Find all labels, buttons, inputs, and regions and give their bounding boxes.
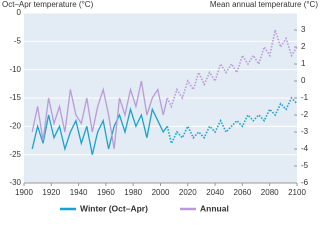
y-tick-label: -25 — [9, 150, 21, 159]
x-tick-label: 1940 — [70, 188, 88, 197]
series-line — [166, 26, 298, 109]
y2-tick-label: -1 — [301, 93, 309, 102]
x-tick-label: 1960 — [97, 188, 115, 197]
y2-tick-label: -6 — [301, 178, 309, 187]
series-line — [31, 106, 168, 155]
y2-tick-label: 2 — [301, 42, 306, 51]
series-line — [166, 96, 298, 146]
x-tick-label: 1980 — [124, 188, 142, 197]
x-tick-label: 2100 — [288, 188, 306, 197]
y2-tick-label: 3 — [301, 25, 306, 34]
y-tick-label: 0 — [17, 8, 22, 17]
chart: Oct–Apr temperature (°C) Mean annual tem… — [2, 0, 318, 213]
series-line — [31, 80, 168, 150]
x-tick-label: 2000 — [152, 188, 170, 197]
x-tick-label: 1900 — [15, 188, 33, 197]
y2-tick-label: -5 — [301, 161, 309, 170]
y-tick-label: -30 — [9, 178, 21, 187]
x-tick-label: 2060 — [234, 188, 252, 197]
y2-axis-label: Mean annual temperature (°C) — [210, 0, 318, 9]
legend-label: Winter (Oct–Apr) — [80, 203, 148, 213]
legend-label: Annual — [200, 203, 229, 213]
y2-tick-label: -3 — [301, 127, 309, 136]
y-tick-label: -10 — [9, 65, 21, 74]
x-tick-label: 2040 — [206, 188, 224, 197]
y-tick-label: -20 — [9, 121, 21, 130]
y2-tick-label: 0 — [301, 76, 306, 85]
y-tick-label: -5 — [14, 36, 22, 45]
x-tick-label: 2020 — [179, 188, 197, 197]
y2-tick-label: -2 — [301, 110, 309, 119]
y2-tick-label: -4 — [301, 144, 309, 153]
x-tick-label: 1920 — [42, 188, 60, 197]
y2-tick-label: 1 — [301, 59, 306, 68]
x-tick-label: 2080 — [261, 188, 279, 197]
y-axis-label: Oct–Apr temperature (°C) — [2, 0, 94, 9]
y-tick-label: -15 — [9, 93, 21, 102]
